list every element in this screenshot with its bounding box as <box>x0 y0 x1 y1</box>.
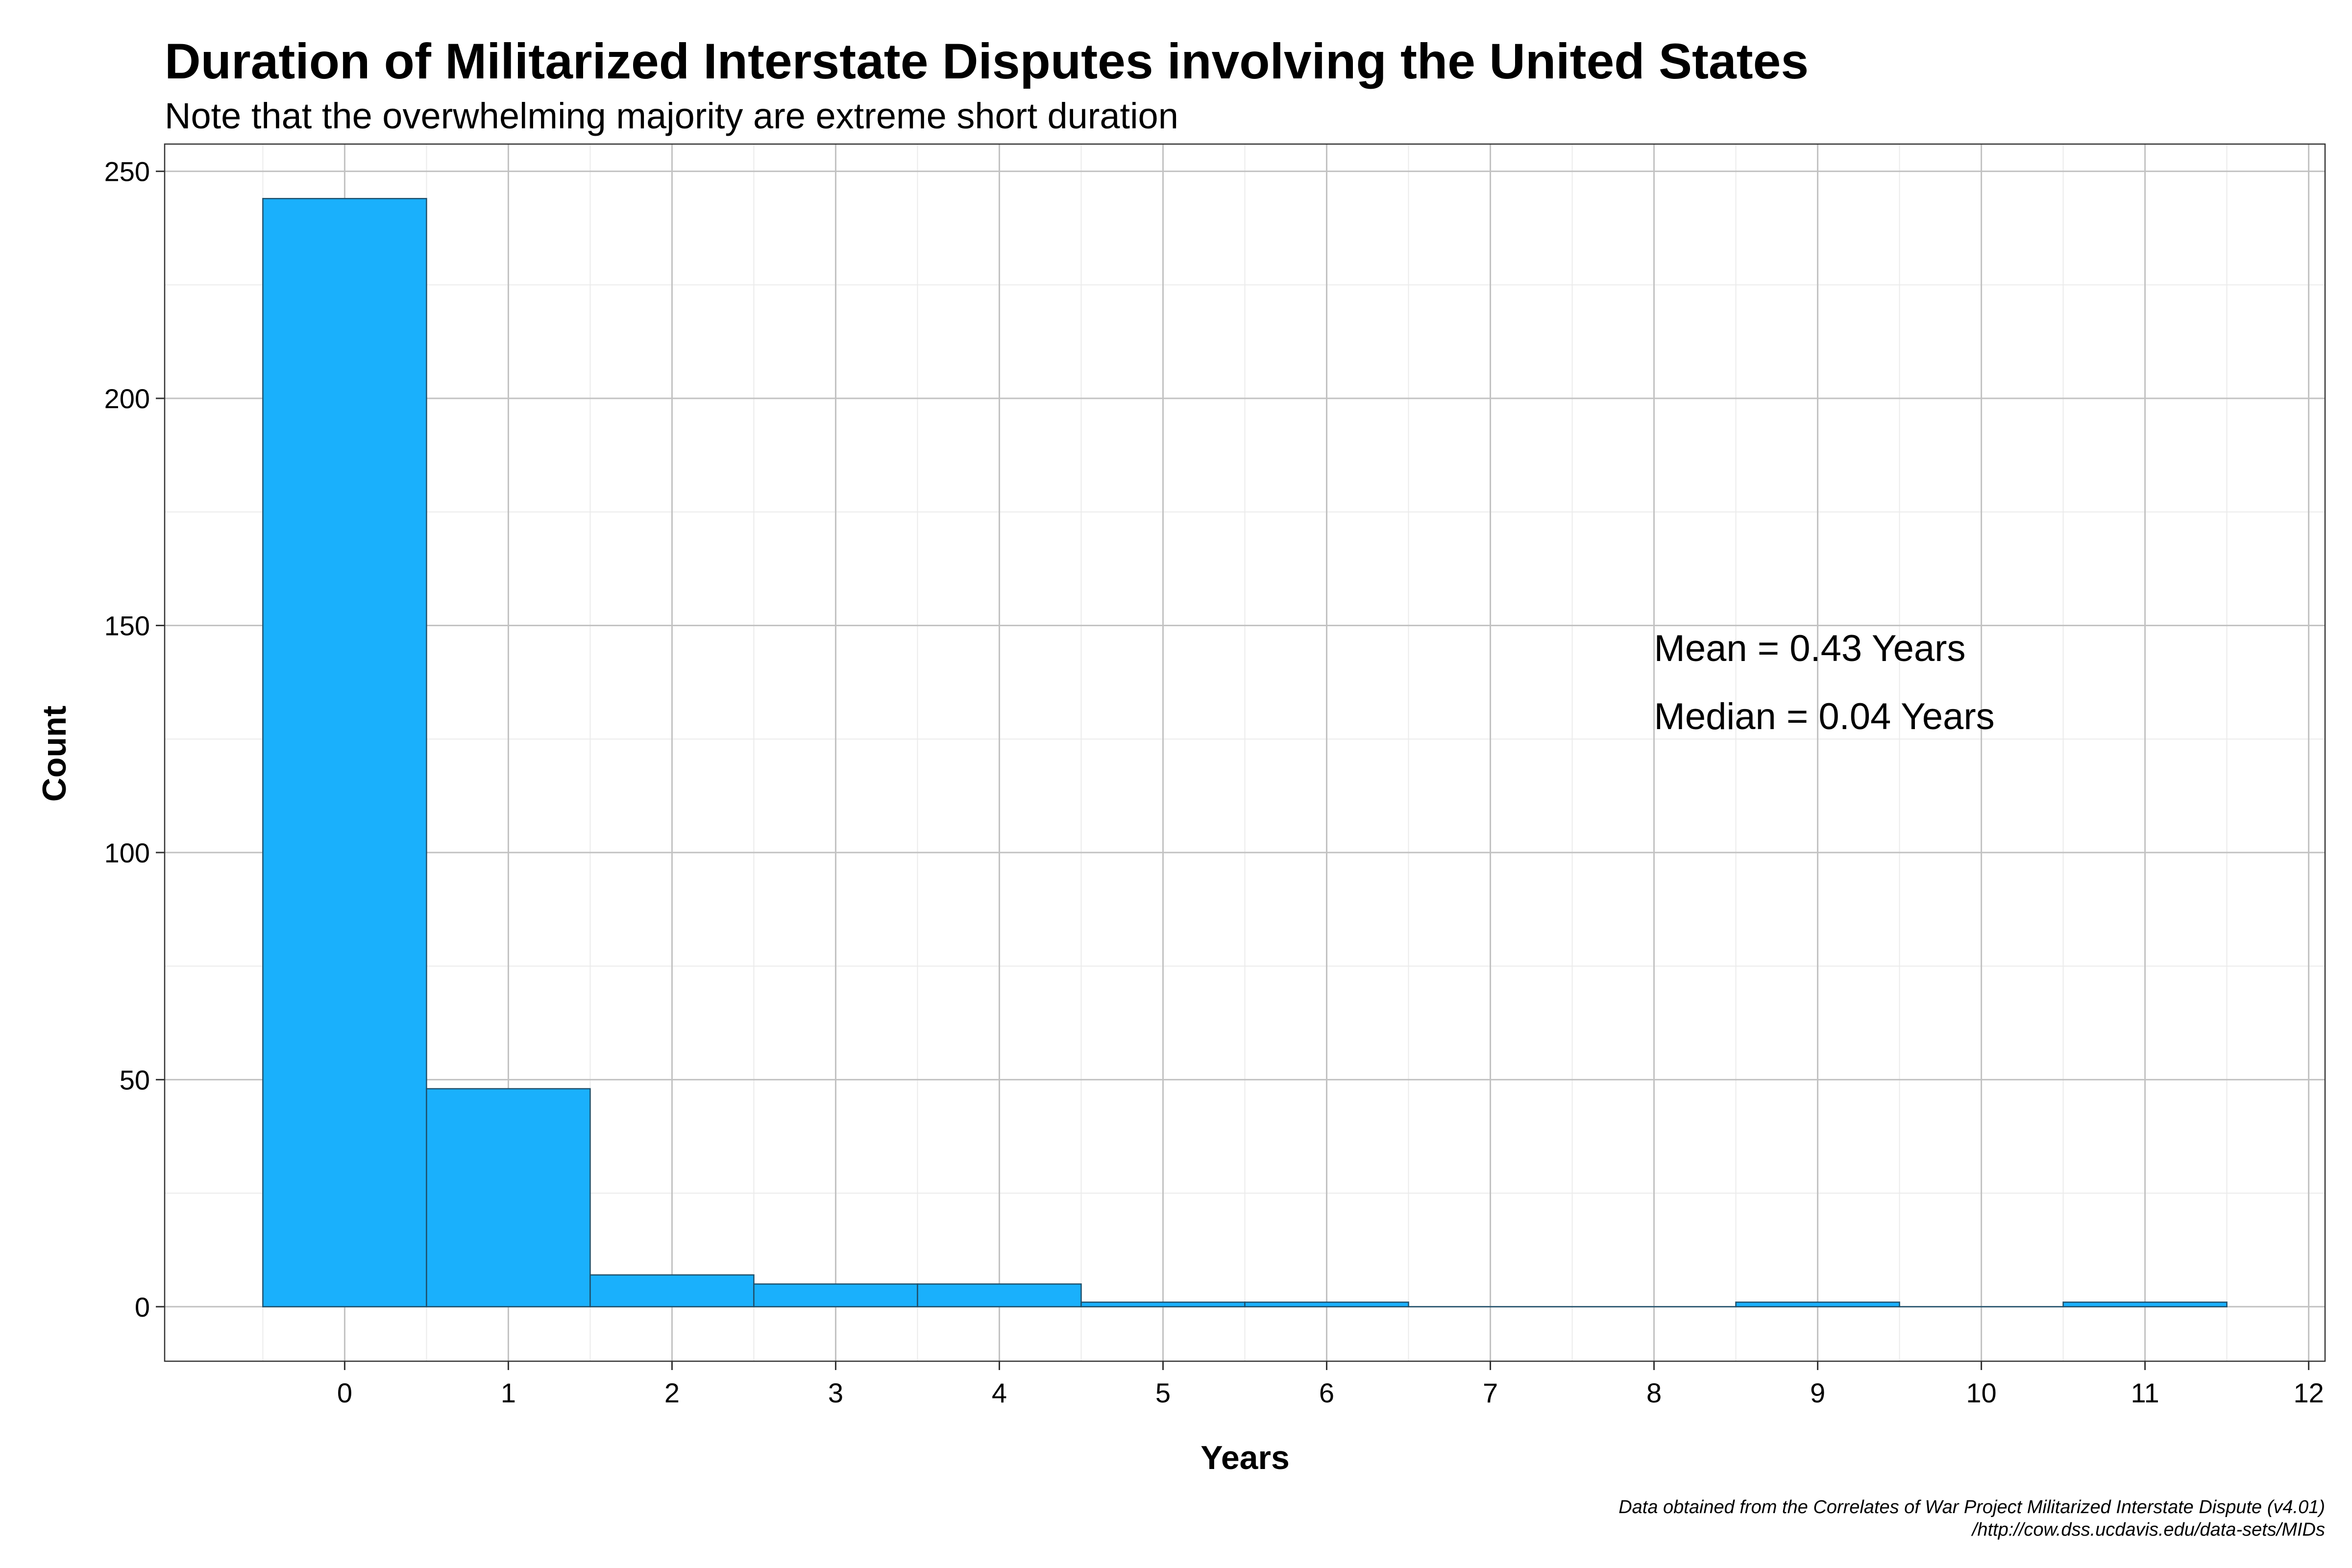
x-tick-label: 5 <box>1155 1377 1171 1408</box>
histogram-bar <box>2062 1301 2228 1308</box>
y-axis-ticks: 0 50 100 150 200 250 <box>104 156 165 1323</box>
x-tick-label: 6 <box>1319 1377 1334 1408</box>
caption-line-2: /http://cow.dss.ucdavis.edu/data-sets/MI… <box>1971 1519 2325 1540</box>
histogram-bar <box>262 197 427 1308</box>
x-tick-label: 3 <box>828 1377 843 1408</box>
x-tick-label: 10 <box>1966 1377 1996 1408</box>
y-tick-label: 200 <box>104 383 150 414</box>
histogram-bar <box>1244 1301 1409 1308</box>
x-tick-label: 1 <box>501 1377 516 1408</box>
x-tick-label: 2 <box>664 1377 680 1408</box>
x-tick-label: 7 <box>1483 1377 1498 1408</box>
x-axis-title: Years <box>1200 1439 1290 1476</box>
histogram-bar <box>589 1274 755 1308</box>
y-tick-label: 250 <box>104 156 150 187</box>
histogram-bar <box>917 1283 1082 1308</box>
histogram-bar <box>753 1283 918 1308</box>
y-tick-label: 150 <box>104 610 150 641</box>
histogram-bar <box>426 1088 591 1308</box>
x-tick-label: 8 <box>1646 1377 1662 1408</box>
y-tick-label: 50 <box>120 1064 150 1095</box>
x-tick-label: 9 <box>1810 1377 1825 1408</box>
x-tick-label: 0 <box>337 1377 352 1408</box>
y-axis-title: Count <box>36 706 73 802</box>
annotation-text: Median = 0.04 Years <box>1654 696 1995 737</box>
y-tick-label: 0 <box>135 1292 150 1323</box>
plot-panel-border <box>164 143 2326 1362</box>
x-tick-label: 12 <box>2293 1377 2324 1408</box>
annotation-text: Mean = 0.43 Years <box>1654 628 1966 669</box>
histogram-bar <box>1735 1301 1900 1308</box>
x-axis-ticks: 0 1 2 3 4 5 6 7 8 9 10 11 12 <box>337 1361 2324 1408</box>
annotations: Mean = 0.43 Years Median = 0.04 Years <box>1654 628 1995 737</box>
histogram-bars <box>262 197 2228 1308</box>
chart-title: Duration of Militarized Interstate Dispu… <box>165 33 1809 89</box>
histogram-bar <box>1080 1301 1246 1308</box>
caption-line-1: Data obtained from the Correlates of War… <box>1618 1497 2325 1518</box>
y-tick-label: 100 <box>104 837 150 868</box>
chart-subtitle: Note that the overwhelming majority are … <box>165 96 1178 136</box>
x-tick-label: 11 <box>2131 1377 2159 1408</box>
x-tick-label: 4 <box>992 1377 1007 1408</box>
